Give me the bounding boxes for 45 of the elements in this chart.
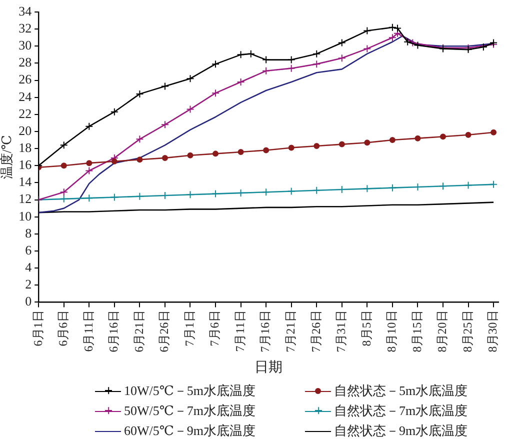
legend-label: 60W/5℃－9m水底温度 [124,422,256,439]
y-tick-label: 6 [25,242,32,258]
x-tick-label: 7月6日 [208,310,222,346]
x-tick-label: 8月10日 [384,310,399,352]
legend-label: 自然状态－5m水底温度 [334,382,468,400]
y-tick-label: 24 [18,88,32,104]
y-tick-label: 0 [25,294,32,309]
x-tick-label: 6月6日 [56,310,70,346]
y-tick-label: 4 [25,259,32,274]
y-tick-label: 20 [18,122,32,138]
x-tick-label: 8月5日 [359,310,374,346]
x-tick-label: 6月21日 [132,310,146,352]
y-tick-label: 22 [18,106,32,121]
x-tick-label: 7月21日 [284,310,298,352]
x-tick-label: 6月1日 [30,310,45,346]
y-tick-label: 18 [18,140,32,155]
x-tick-label: 7月26日 [308,310,323,352]
y-tick-label: 28 [18,54,32,70]
x-tick-label: 6月11日 [81,310,96,352]
x-tick-label: 6月16日 [106,310,121,352]
x-tick-label: 8月15日 [410,310,424,352]
x-tick-label: 7月11日 [232,310,247,352]
legend-label: 50W/5℃－7m水底温度 [124,402,256,420]
x-tick-label: 8月25日 [460,310,474,352]
x-tick-label: 8月20日 [435,310,450,352]
legend-label: 自然状态－9m水底温度 [334,422,468,439]
y-tick-label: 2 [25,276,32,292]
y-tick-label: 8 [25,225,32,240]
y-tick-label: 14 [18,174,32,190]
x-tick-label: 7月16日 [258,310,272,352]
x-tick-label: 8月30日 [486,310,500,352]
y-tick-label: 30 [18,38,32,53]
y-tick-label: 10 [18,208,32,224]
x-tick-label: 7月1日 [182,310,196,346]
legend-label: 自然状态－7m水底温度 [334,402,468,420]
y-axis-title: 温度/℃ [0,135,14,180]
x-tick-label: 7月31日 [334,310,348,352]
y-tick-label: 12 [18,191,32,206]
y-tick-label: 26 [18,72,32,87]
y-tick-label: 16 [18,157,32,172]
x-axis-title: 日期 [254,359,283,376]
x-tick-label: 6月26日 [157,310,172,352]
legend-label: 10W/5℃－5m水底温度 [124,382,256,400]
y-tick-label: 34 [18,3,32,18]
y-tick-label: 32 [18,20,32,36]
